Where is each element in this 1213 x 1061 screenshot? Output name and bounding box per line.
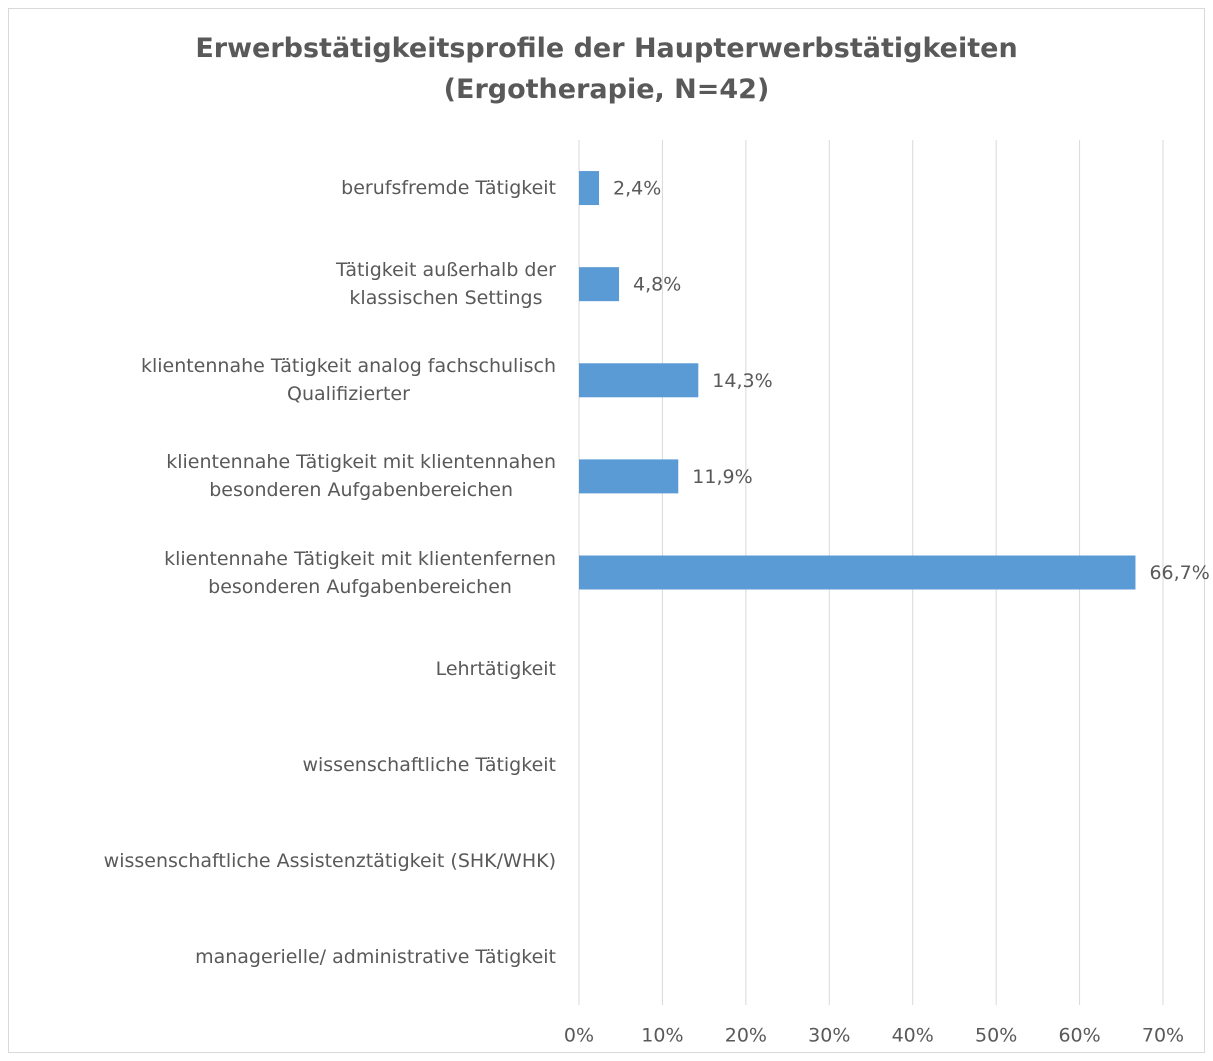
y-tick-label: managerielle/ administrative Tätigkeit [195,945,556,968]
y-tick-label: Tätigkeit außerhalb der klassischen Sett… [335,259,556,310]
bar [579,267,620,302]
x-tick-label: 10% [641,1025,683,1047]
x-tick-label: 0% [564,1025,594,1047]
x-tick-label: 60% [1058,1025,1100,1047]
y-tick-label: klientennahe Tätigkeit mit klientennahen… [166,451,556,502]
y-tick-label-box: wissenschaftliche Tätigkeit [0,751,556,779]
y-tick-label: klientennahe Tätigkeit analog fachschuli… [140,355,556,406]
y-tick-label-box: Tätigkeit außerhalb der klassischen Sett… [0,256,556,312]
data-label: 14,3% [712,370,772,392]
y-tick-label-box: klientennahe Tätigkeit analog fachschuli… [0,352,556,408]
x-tick-label: 40% [892,1025,934,1047]
y-tick-label: Lehrtätigkeit [435,657,556,680]
y-tick-label-box: berufsfremde Tätigkeit [0,174,556,202]
bar [579,363,699,398]
data-label: 66,7% [1149,562,1209,584]
y-tick-label: wissenschaftliche Assistenztätigkeit (SH… [103,849,556,872]
y-tick-label-box: wissenschaftliche Assistenztätigkeit (SH… [0,847,556,875]
chart-title: Erwerbstätigkeitsprofile der Haupterwerb… [195,33,1018,105]
y-tick-label: berufsfremde Tätigkeit [341,177,556,200]
chart-border [8,8,1205,1053]
y-tick-label: wissenschaftliche Tätigkeit [302,753,556,776]
data-label: 2,4% [613,178,661,200]
y-tick-label-box: klientennahe Tätigkeit mit klientenferne… [0,545,556,601]
bar [579,459,679,494]
x-tick-label: 50% [975,1025,1017,1047]
bar [579,555,1136,590]
y-tick-label-box: managerielle/ administrative Tätigkeit [0,943,556,971]
y-tick-label-box: klientennahe Tätigkeit mit klientennahen… [0,448,556,504]
x-tick-label: 70% [1142,1025,1184,1047]
x-tick-label: 20% [725,1025,767,1047]
y-tick-label-box: Lehrtätigkeit [0,655,556,683]
bar [579,171,600,206]
y-tick-label: klientennahe Tätigkeit mit klientenferne… [164,547,556,598]
data-label: 11,9% [692,466,752,488]
data-label: 4,8% [633,274,681,296]
x-tick-label: 30% [808,1025,850,1047]
